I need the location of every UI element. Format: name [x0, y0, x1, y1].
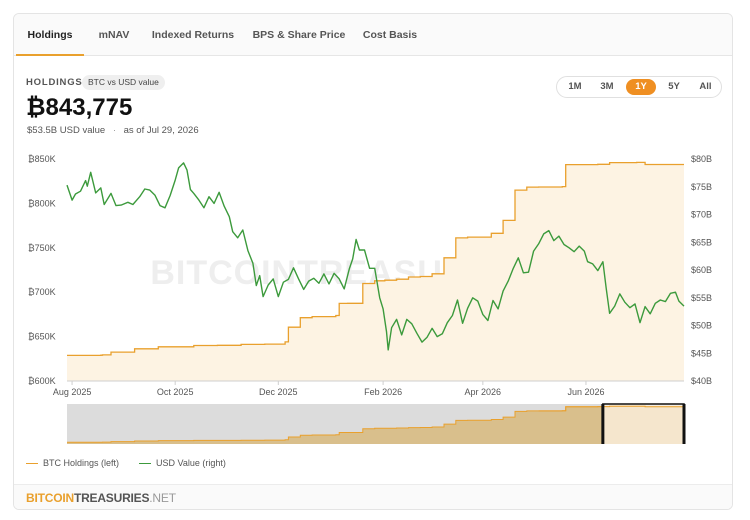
- y-right-tick-label: $80B: [691, 154, 712, 164]
- holdings-chart: BITCOINTREASURIES.NET ₿600K₿650K₿700K₿75…: [28, 154, 712, 444]
- navigator-btc-area: [67, 406, 684, 444]
- usd-series-group: [66, 162, 685, 351]
- holdings-value: ₿843,775: [26, 94, 133, 121]
- tab-cost-basis[interactable]: Cost Basis: [362, 29, 418, 41]
- y-left-tick-label: ₿600K: [28, 376, 56, 386]
- logo-part-treasuries: TREASURIES: [73, 491, 150, 505]
- section-title: HOLDINGS: [26, 77, 83, 88]
- y-right-tick-label: $60B: [691, 265, 712, 275]
- x-tick-label: Aug 2025: [53, 387, 92, 397]
- legend-usd-label: USD Value (right): [156, 458, 226, 468]
- logo-part-bitcoin: BITCOIN: [26, 491, 74, 505]
- btc-holdings-line: [67, 161, 684, 357]
- y-right-tick-label: $40B: [691, 376, 712, 386]
- holdings-card: Holdings mNAV Indexed Returns BPS & Shar…: [13, 13, 733, 510]
- y-left-tick-label: ₿650K: [28, 332, 56, 342]
- y-right-tick-label: $45B: [691, 348, 712, 358]
- value-subline: $53.5B USD value · as of Jul 29, 2026: [27, 125, 199, 136]
- x-tick-label: Apr 2026: [465, 387, 502, 397]
- navigator-selection-fill: [602, 404, 684, 444]
- logo-part-net: .NET: [149, 491, 176, 505]
- range-1m-button[interactable]: 1M: [568, 81, 582, 92]
- x-tick-label: Dec 2025: [259, 387, 298, 397]
- range-5y-button[interactable]: 5Y: [668, 81, 680, 92]
- y-right-tick-label: $65B: [691, 237, 712, 247]
- usd-value-line: [66, 162, 685, 351]
- y-left-tick-label: ₿850K: [28, 154, 56, 164]
- axes-group: ₿600K ₿650K ₿700K ₿750K ₿800K ₿850K $40B $45B $5…: [28, 154, 712, 397]
- as-of-date: as of Jul 29, 2026: [123, 125, 199, 136]
- range-selector: 1M 3M 1Y 5Y All: [556, 76, 722, 98]
- mode-badge: BTC vs USD value: [82, 75, 165, 90]
- footer-logo[interactable]: BITCOINTREASURIES.NET: [26, 491, 176, 505]
- y-left-tick-label: ₿800K: [28, 198, 56, 208]
- range-1y-button[interactable]: 1Y: [626, 79, 656, 95]
- legend-usd[interactable]: USD Value (right): [139, 458, 226, 468]
- legend-usd-swatch: [139, 463, 151, 465]
- navigator[interactable]: [67, 403, 686, 444]
- tab-bar: Holdings mNAV Indexed Returns BPS & Shar…: [14, 14, 732, 56]
- btc-holdings-area: [67, 162, 684, 381]
- navigator-selection-line: [538, 405, 684, 412]
- x-tick-label: Feb 2026: [364, 387, 402, 397]
- btc-series-group: [67, 161, 684, 381]
- tab-mnav[interactable]: mNAV: [98, 29, 130, 41]
- usd-value: $53.5B USD value: [27, 125, 106, 136]
- navigator-left-handle[interactable]: [601, 404, 605, 444]
- range-3m-button[interactable]: 3M: [600, 81, 614, 92]
- y-right-tick-label: $70B: [691, 210, 712, 220]
- navigator-right-handle[interactable]: [682, 404, 686, 444]
- y-right-tick-label: $50B: [691, 321, 712, 331]
- legend-btc[interactable]: BTC Holdings (left): [26, 458, 119, 468]
- x-tick-label: Oct 2025: [157, 387, 194, 397]
- footer: BITCOINTREASURIES.NET: [14, 484, 732, 509]
- separator-dot: ·: [112, 125, 116, 136]
- x-tick-label: Jun 2026: [567, 387, 604, 397]
- tab-indexed-returns[interactable]: Indexed Returns: [151, 29, 235, 41]
- legend-btc-swatch: [26, 463, 38, 465]
- range-all-button[interactable]: All: [699, 81, 712, 92]
- y-left-tick-label: ₿700K: [28, 287, 56, 297]
- y-right-tick-label: $75B: [691, 182, 712, 192]
- tab-bps-share-price[interactable]: BPS & Share Price: [252, 29, 346, 41]
- y-left-tick-label: ₿750K: [28, 243, 56, 253]
- tab-holdings[interactable]: Holdings: [16, 14, 84, 56]
- legend-btc-label: BTC Holdings (left): [43, 458, 120, 468]
- y-right-tick-label: $55B: [691, 293, 712, 303]
